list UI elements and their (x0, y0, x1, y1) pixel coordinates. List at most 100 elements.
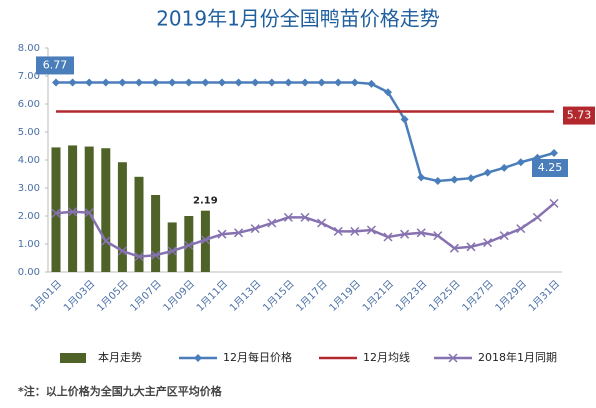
point (317, 218, 327, 228)
data-label-box (36, 56, 74, 75)
x-tick-label: 1月05日 (95, 278, 131, 314)
x-tick-label: 1月13日 (227, 278, 263, 314)
x-tick-label: 1月21日 (360, 278, 396, 314)
point (433, 231, 443, 241)
point (234, 78, 243, 87)
y-tick-label: 2.00 (18, 211, 40, 222)
point (483, 168, 492, 177)
point (250, 224, 260, 234)
data-label: 2.19 (193, 196, 218, 207)
y-tick-label: 4.00 (18, 155, 40, 166)
point (251, 78, 260, 87)
x-tick-label: 1月31日 (526, 278, 562, 314)
point (516, 158, 525, 167)
point (301, 78, 309, 87)
bar (101, 148, 111, 272)
x-tick-label: 1月27日 (460, 278, 496, 314)
x-tick-label: 1月03日 (61, 278, 97, 314)
point (549, 198, 559, 208)
point (267, 218, 277, 228)
point (467, 174, 475, 183)
point (168, 78, 177, 87)
point (366, 225, 376, 235)
point (184, 78, 193, 87)
bar (200, 210, 210, 272)
point (234, 228, 244, 238)
y-tick-label: 6.00 (18, 99, 40, 110)
point (118, 78, 127, 87)
point (135, 78, 143, 87)
point (201, 78, 210, 87)
y-tick-label: 8.00 (18, 43, 40, 54)
point (400, 115, 409, 124)
y-tick-label: 1.00 (18, 239, 40, 250)
point (267, 78, 276, 87)
x-tick-label: 1月01日 (28, 278, 64, 314)
data-label: 6.77 (43, 58, 68, 71)
point (384, 88, 392, 97)
point (167, 246, 177, 256)
bar (134, 176, 144, 272)
x-tick-label: 1月11日 (194, 278, 230, 314)
y-tick-label: 0.00 (18, 267, 40, 278)
point (134, 252, 144, 262)
point (350, 226, 360, 236)
legend-label: 12月均线 (363, 350, 410, 364)
bar (51, 147, 61, 272)
y-tick-label: 3.00 (18, 183, 40, 194)
data-label: 4.25 (538, 161, 563, 174)
legend-item: 2018年1月同期 (434, 350, 557, 364)
point (450, 175, 459, 184)
legend-item: 12月均线 (319, 350, 410, 364)
x-tick-label: 1月29日 (493, 278, 529, 314)
point (101, 236, 111, 246)
x-tick-label: 1月23日 (393, 278, 429, 314)
legend-swatch (60, 353, 86, 363)
point (84, 208, 94, 218)
point (184, 240, 194, 250)
point (151, 250, 161, 260)
data-label: 5.73 (567, 109, 592, 122)
point (383, 232, 393, 242)
x-tick-label: 1月09日 (161, 278, 197, 314)
footnote: *注：以上价格为全国九大主产区平均价格 (18, 384, 223, 398)
bar (151, 195, 161, 272)
point (52, 78, 60, 87)
data-label-box (532, 159, 568, 177)
point (334, 78, 343, 87)
point (284, 78, 293, 87)
line (55, 202, 555, 258)
point (200, 235, 210, 245)
point (367, 79, 376, 88)
point (532, 212, 542, 222)
point (85, 78, 94, 87)
point (117, 246, 127, 256)
legend-item: 本月走势 (60, 350, 142, 364)
data-label-box (563, 106, 595, 125)
point (101, 78, 110, 87)
line (56, 81, 555, 183)
legend-marker (448, 353, 458, 363)
legend-label: 12月每日价格 (223, 350, 292, 364)
x-tick-label: 1月15日 (261, 278, 297, 314)
point (283, 212, 293, 222)
point (300, 212, 310, 222)
point (333, 226, 343, 236)
x-tick-label: 1月07日 (128, 278, 164, 314)
x-tick-label: 1月25日 (427, 278, 463, 314)
point (217, 229, 227, 239)
point (218, 78, 226, 87)
point (416, 228, 426, 238)
legend-marker (194, 354, 202, 362)
point (449, 243, 459, 253)
legend-label: 本月走势 (98, 350, 142, 364)
legend-item: 12月每日价格 (179, 350, 292, 364)
point (483, 238, 493, 248)
chart-title: 2019年1月份全国鸭苗价格走势 (156, 7, 440, 31)
bar (117, 162, 127, 272)
bar (184, 216, 194, 272)
point (400, 229, 410, 239)
x-tick-label: 1月19日 (327, 278, 363, 314)
y-tick-label: 7.00 (18, 71, 40, 82)
